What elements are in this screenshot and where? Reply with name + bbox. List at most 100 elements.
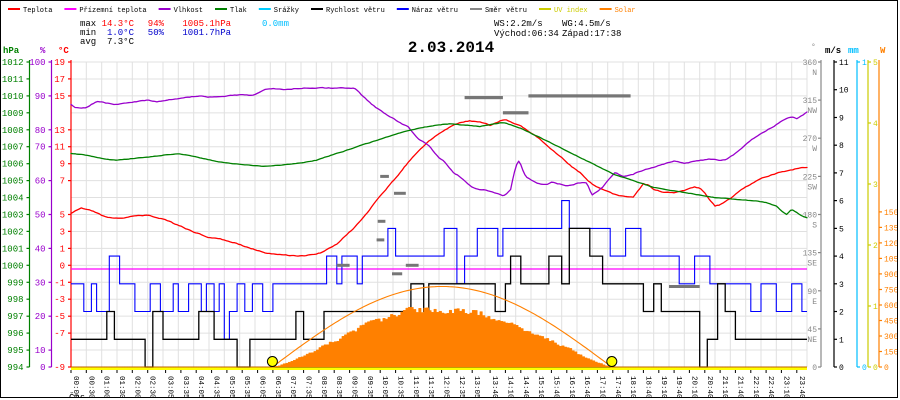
svg-text:2: 2 [873,242,878,251]
svg-text:01:30: 01:30 [117,376,125,398]
svg-text:15: 15 [54,92,65,102]
svg-text:09:35: 09:35 [365,376,373,398]
svg-text:1001: 1001 [2,244,24,254]
svg-text:15:10: 15:10 [536,376,544,398]
svg-text:0: 0 [839,364,844,373]
svg-text:0: 0 [862,364,867,373]
svg-text:996: 996 [7,329,23,339]
svg-text:10: 10 [35,346,46,356]
svg-text:0: 0 [884,364,889,373]
svg-text:7.3°C: 7.3°C [107,37,135,47]
svg-text:13:40: 13:40 [490,376,498,398]
svg-text:1011: 1011 [2,75,24,85]
svg-text:270: 270 [803,135,818,144]
svg-text:Přízemní teplota: Přízemní teplota [79,7,146,15]
svg-text:998: 998 [7,295,23,305]
svg-text:11: 11 [839,59,849,68]
svg-text:3: 3 [839,281,844,290]
svg-text:999: 999 [7,278,23,288]
svg-text:07:05: 07:05 [288,376,296,398]
svg-text:16:10: 16:10 [567,376,575,398]
svg-text:NW: NW [807,107,817,116]
svg-text:19:10: 19:10 [659,376,667,398]
svg-text:Tlak: Tlak [230,7,247,15]
svg-text:1007: 1007 [2,143,24,153]
svg-text:21:40: 21:40 [735,376,743,398]
svg-text:2: 2 [839,309,844,318]
svg-text:60: 60 [35,177,46,187]
svg-text:180: 180 [803,212,818,221]
svg-text:UV index: UV index [554,7,588,15]
svg-text:05:05: 05:05 [227,376,235,398]
svg-text:°C: °C [58,46,69,56]
svg-text:22:10: 22:10 [751,376,759,398]
svg-text:50%: 50% [148,28,165,38]
svg-text:12:35: 12:35 [457,376,465,398]
svg-text:450: 450 [884,318,898,327]
svg-text:994: 994 [7,363,23,373]
svg-text:1: 1 [873,303,878,312]
svg-text:06:05: 06:05 [258,376,266,398]
svg-text:30: 30 [35,278,46,288]
svg-text:11:05: 11:05 [411,376,419,398]
svg-text:07:35: 07:35 [304,376,312,398]
svg-text:22:40: 22:40 [766,376,774,398]
svg-text:360: 360 [803,59,818,68]
svg-text:1: 1 [839,336,844,345]
svg-text:17: 17 [54,75,65,85]
svg-text:90: 90 [807,288,817,297]
svg-text:08:35: 08:35 [334,376,342,398]
svg-text:Vlhkost: Vlhkost [174,7,203,15]
svg-text:1002: 1002 [2,227,24,237]
svg-text:600: 600 [884,302,898,311]
svg-text:150: 150 [884,349,898,358]
svg-text:10:35: 10:35 [396,376,404,398]
svg-text:E: E [812,298,817,307]
svg-text:-7: -7 [54,329,65,339]
svg-text:7: 7 [839,170,844,179]
svg-text:Náraz větru: Náraz větru [412,7,458,15]
svg-text:50: 50 [35,211,46,221]
svg-text:SW: SW [807,183,817,192]
svg-text:-5: -5 [54,312,65,322]
svg-text:3: 3 [873,181,878,190]
svg-text:4: 4 [839,253,844,262]
svg-text:15:40: 15:40 [551,376,559,398]
svg-text:-9: -9 [54,363,65,373]
svg-text:225: 225 [803,173,818,182]
svg-text:17:10: 17:10 [597,376,605,398]
svg-text:23:40: 23:40 [797,376,805,398]
svg-text:04:05: 04:05 [196,376,204,398]
svg-text:0: 0 [812,364,817,373]
svg-text:avg: avg [80,37,96,47]
svg-text:20:40: 20:40 [705,376,713,398]
svg-text:16:40: 16:40 [582,376,590,398]
svg-text:12:05: 12:05 [442,376,450,398]
svg-text:1350: 1350 [884,224,898,233]
svg-text:mm: mm [848,46,859,56]
svg-text:1500: 1500 [884,209,898,218]
svg-text:02:30: 02:30 [148,376,156,398]
svg-text:18:10: 18:10 [628,376,636,398]
svg-text:SE: SE [807,260,817,269]
svg-text:1: 1 [862,59,867,68]
svg-text:1200: 1200 [884,240,898,249]
svg-text:5: 5 [839,225,844,234]
svg-text:13:05: 13:05 [472,376,480,398]
svg-text:13: 13 [54,126,65,136]
svg-text:135: 135 [803,250,818,259]
svg-text:W: W [880,46,886,56]
svg-text:Srážky: Srážky [274,7,299,15]
svg-text:1006: 1006 [2,160,24,170]
svg-text:21:10: 21:10 [720,376,728,398]
svg-text:5: 5 [873,59,878,68]
svg-text:WS:2.2m/s: WS:2.2m/s [494,19,543,29]
svg-text:1010: 1010 [2,92,24,102]
svg-text:20:10: 20:10 [689,376,697,398]
svg-text:7: 7 [60,177,65,187]
svg-text:8: 8 [839,142,844,151]
svg-text:995: 995 [7,346,23,356]
svg-text:N: N [812,69,817,78]
svg-text:1012: 1012 [2,58,24,68]
svg-text:19: 19 [54,58,65,68]
